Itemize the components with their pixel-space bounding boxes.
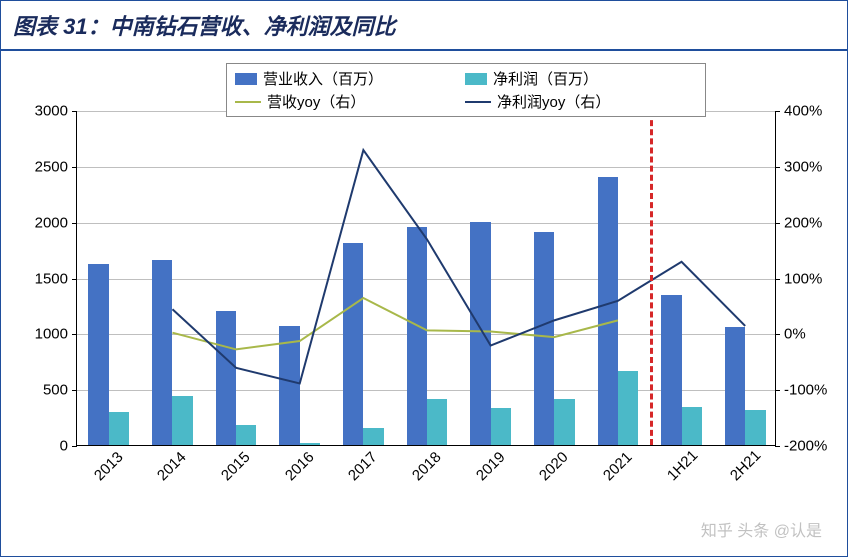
legend-line-profit-yoy: 净利润yoy（右） bbox=[465, 91, 685, 112]
legend-bar-revenue: 营业收入（百万） bbox=[235, 68, 455, 89]
xtick-label: 2013 bbox=[91, 449, 127, 485]
ytick-left: 2000 bbox=[18, 214, 68, 231]
lines-layer bbox=[77, 111, 777, 446]
ytick-right: 300% bbox=[784, 158, 848, 175]
legend-line-revenue-yoy: 营收yoy（右） bbox=[235, 91, 455, 112]
chart-card: 图表 31：中南钻石营收、净利润及同比 营业收入（百万） 净利润（百万） 营收y… bbox=[0, 0, 848, 557]
legend-label: 净利润yoy（右） bbox=[497, 91, 610, 112]
xtick-label: 2017 bbox=[345, 449, 381, 485]
plot-region bbox=[76, 111, 776, 446]
legend-label: 净利润（百万） bbox=[493, 68, 598, 89]
ytick-right: 0% bbox=[784, 326, 848, 343]
section-divider bbox=[650, 111, 653, 445]
xtick-label: 2020 bbox=[536, 449, 572, 485]
xtick-label: 2021 bbox=[600, 449, 636, 485]
legend-label: 营业收入（百万） bbox=[263, 68, 383, 89]
xtick-label: 2019 bbox=[473, 449, 509, 485]
ytick-left: 500 bbox=[18, 382, 68, 399]
legend-swatch-line2 bbox=[465, 101, 491, 103]
ytick-left: 1000 bbox=[18, 326, 68, 343]
ytick-right: 100% bbox=[784, 270, 848, 287]
legend-bar-profit: 净利润（百万） bbox=[465, 68, 685, 89]
legend: 营业收入（百万） 净利润（百万） 营收yoy（右） 净利润yoy（右） bbox=[226, 63, 706, 117]
ytick-left: 2500 bbox=[18, 158, 68, 175]
ytick-right: 400% bbox=[784, 103, 848, 120]
xtick-label: 2018 bbox=[409, 449, 445, 485]
xtick-label: 2014 bbox=[154, 449, 190, 485]
legend-label: 营收yoy（右） bbox=[267, 91, 365, 112]
legend-swatch-bar1 bbox=[235, 73, 257, 85]
xtick-label: 2H21 bbox=[727, 447, 764, 484]
xtick-label: 2015 bbox=[218, 449, 254, 485]
ytick-left: 3000 bbox=[18, 103, 68, 120]
ytick-left: 1500 bbox=[18, 270, 68, 287]
line-series bbox=[172, 298, 617, 349]
ytick-right: -100% bbox=[784, 382, 848, 399]
chart-title: 图表 31：中南钻石营收、净利润及同比 bbox=[1, 1, 847, 51]
watermark: 知乎 头条 @认是 bbox=[701, 517, 822, 541]
ytick-right: -200% bbox=[784, 438, 848, 455]
xtick-label: 2016 bbox=[282, 449, 318, 485]
xtick-label: 1H21 bbox=[663, 447, 700, 484]
legend-swatch-bar2 bbox=[465, 73, 487, 85]
line-series bbox=[172, 150, 745, 383]
ytick-left: 0 bbox=[18, 438, 68, 455]
legend-swatch-line1 bbox=[235, 101, 261, 103]
ytick-right: 200% bbox=[784, 214, 848, 231]
chart-area: 营业收入（百万） 净利润（百万） 营收yoy（右） 净利润yoy（右） 0500… bbox=[76, 71, 776, 471]
